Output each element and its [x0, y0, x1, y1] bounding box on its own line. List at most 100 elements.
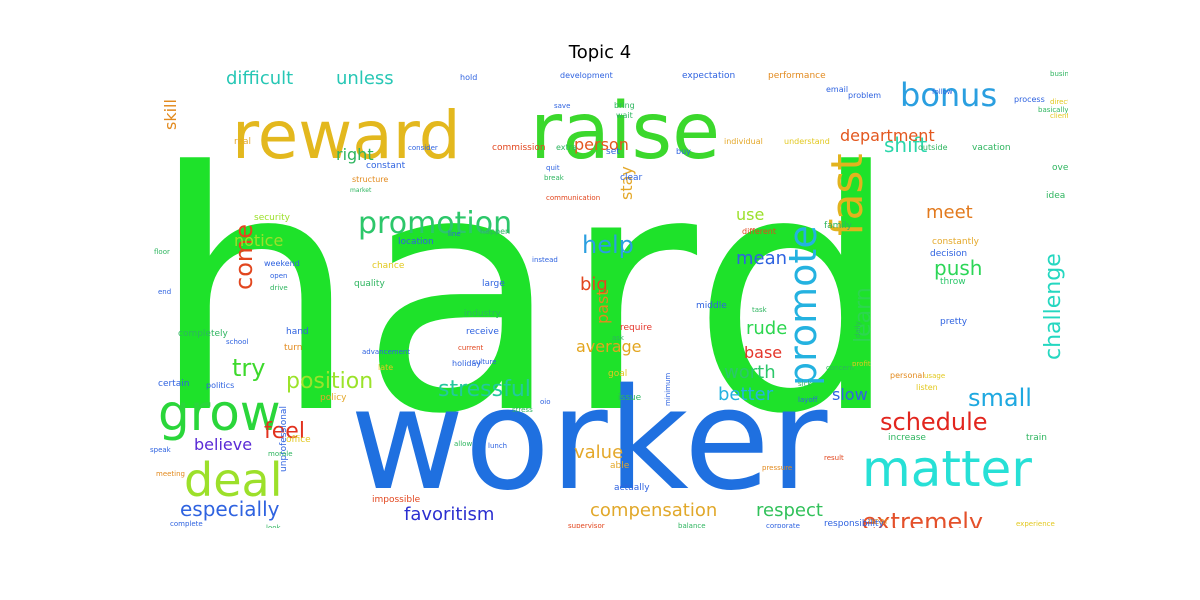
word-pressure: pressure [762, 464, 792, 472]
word-open: open [270, 272, 287, 280]
word-ask: ask [612, 334, 625, 342]
word-clear: clear [620, 173, 643, 183]
word-development: development [560, 71, 613, 80]
word-promotion: promotion [358, 206, 512, 241]
word-client: client [1050, 112, 1068, 120]
word-difficult: difficult [226, 68, 293, 89]
word-direction: direction [1050, 98, 1068, 106]
word-challenge: challenge [1041, 253, 1066, 360]
word-learn: learn [851, 287, 876, 343]
word-real: real [234, 137, 251, 147]
word-happen: happen [480, 227, 510, 236]
word-impossible: impossible [372, 495, 421, 505]
word-extremely: extremely [862, 508, 983, 528]
word-actually: actually [614, 483, 650, 493]
word-concern: concern [826, 364, 854, 372]
word-market: market [350, 187, 372, 194]
word-structure: structure [352, 175, 388, 184]
word-layoff: layoff [798, 396, 818, 404]
word-matter: matter [862, 440, 1032, 498]
word-break: break [544, 174, 565, 182]
word-save: save [554, 102, 570, 110]
word-extra: extra [556, 143, 577, 152]
word-hand: hand [286, 327, 309, 337]
word-hard: hard [150, 102, 901, 486]
word-raise: raise [530, 87, 720, 177]
word-understand: understand [784, 137, 830, 146]
word-individual: individual [724, 137, 763, 146]
word-corporate: corporate [766, 522, 800, 528]
word-grow: grow [158, 384, 281, 442]
word-security: security [254, 213, 291, 223]
word-consider: consider [408, 144, 438, 152]
word-process: process [1014, 95, 1045, 104]
word-communication: communication [546, 194, 600, 202]
word-person: person [574, 135, 629, 154]
word-completely: completely [178, 329, 229, 339]
word-complete: complete [170, 520, 203, 528]
word-deal: deal [184, 453, 282, 507]
figure-title: Topic 4 [568, 42, 632, 63]
word-respect: respect [756, 500, 823, 521]
word-base: base [744, 343, 782, 362]
word-oio: oio [540, 398, 551, 406]
word-average: average [576, 337, 642, 356]
word-supervisor: supervisor [568, 522, 605, 528]
word-vacation: vacation [972, 143, 1011, 153]
word-bonus: bonus [900, 76, 997, 114]
word-value: value [574, 442, 623, 463]
word-unless: unless [336, 68, 394, 89]
word-push: push [934, 256, 982, 280]
word-department: department [840, 126, 935, 145]
word-floor: floor [154, 248, 170, 256]
word-especially: especially [180, 497, 280, 521]
word-weekend: weekend [264, 259, 300, 268]
word-wait: wait [616, 111, 633, 120]
word-quit: quit [546, 164, 560, 172]
word-look: look [266, 524, 282, 528]
word-buy: buy [676, 147, 691, 156]
word-position: position [286, 369, 373, 394]
word-location: location [398, 237, 434, 247]
word-speak: speak [150, 446, 172, 454]
word-goal: goal [608, 369, 627, 379]
word-train: train [1026, 433, 1047, 443]
word-result: result [824, 454, 844, 462]
word-allow: allow [454, 440, 472, 448]
word-cloud-canvas: hardworkerraiserewardmattergrowdealfastp… [150, 68, 1068, 528]
word-meeting: meeting [156, 470, 185, 478]
word-try: try [232, 354, 265, 382]
word-schedule: schedule [880, 408, 988, 436]
word-culture: culture [472, 358, 496, 366]
word-promote: promote [781, 225, 825, 386]
word-feel: feel [264, 419, 305, 444]
word-commission: commission [492, 143, 546, 153]
word-past: past [593, 289, 612, 324]
word-able: able [610, 461, 630, 471]
word-stressful: stressful [438, 377, 531, 402]
word-compensation: compensation [590, 500, 717, 521]
word-politics: politics [206, 381, 234, 390]
word-certain: certain [158, 379, 189, 389]
word-office: office [286, 435, 311, 445]
word-constant: constant [366, 161, 406, 171]
word-industry: industry [464, 309, 502, 319]
word-throw: throw [940, 277, 966, 287]
word-school: school [226, 338, 248, 346]
word-mean: mean [736, 248, 787, 269]
word-right: right [336, 145, 374, 164]
word-decision: decision [930, 249, 967, 259]
word-reward: reward [232, 97, 461, 174]
word-sick: sick [798, 380, 812, 388]
word-small: small [968, 384, 1032, 412]
word-receive: receive [466, 327, 499, 337]
word-chance: chance [372, 261, 405, 271]
word-big: big [580, 274, 608, 295]
word-increase: increase [888, 433, 926, 443]
word-believe: believe [194, 435, 252, 454]
word-line: line [448, 230, 461, 238]
word-set: set [606, 147, 620, 157]
word-shift: shift [884, 133, 927, 157]
word-rude: rude [746, 318, 787, 339]
word-instead: instead [532, 256, 558, 264]
